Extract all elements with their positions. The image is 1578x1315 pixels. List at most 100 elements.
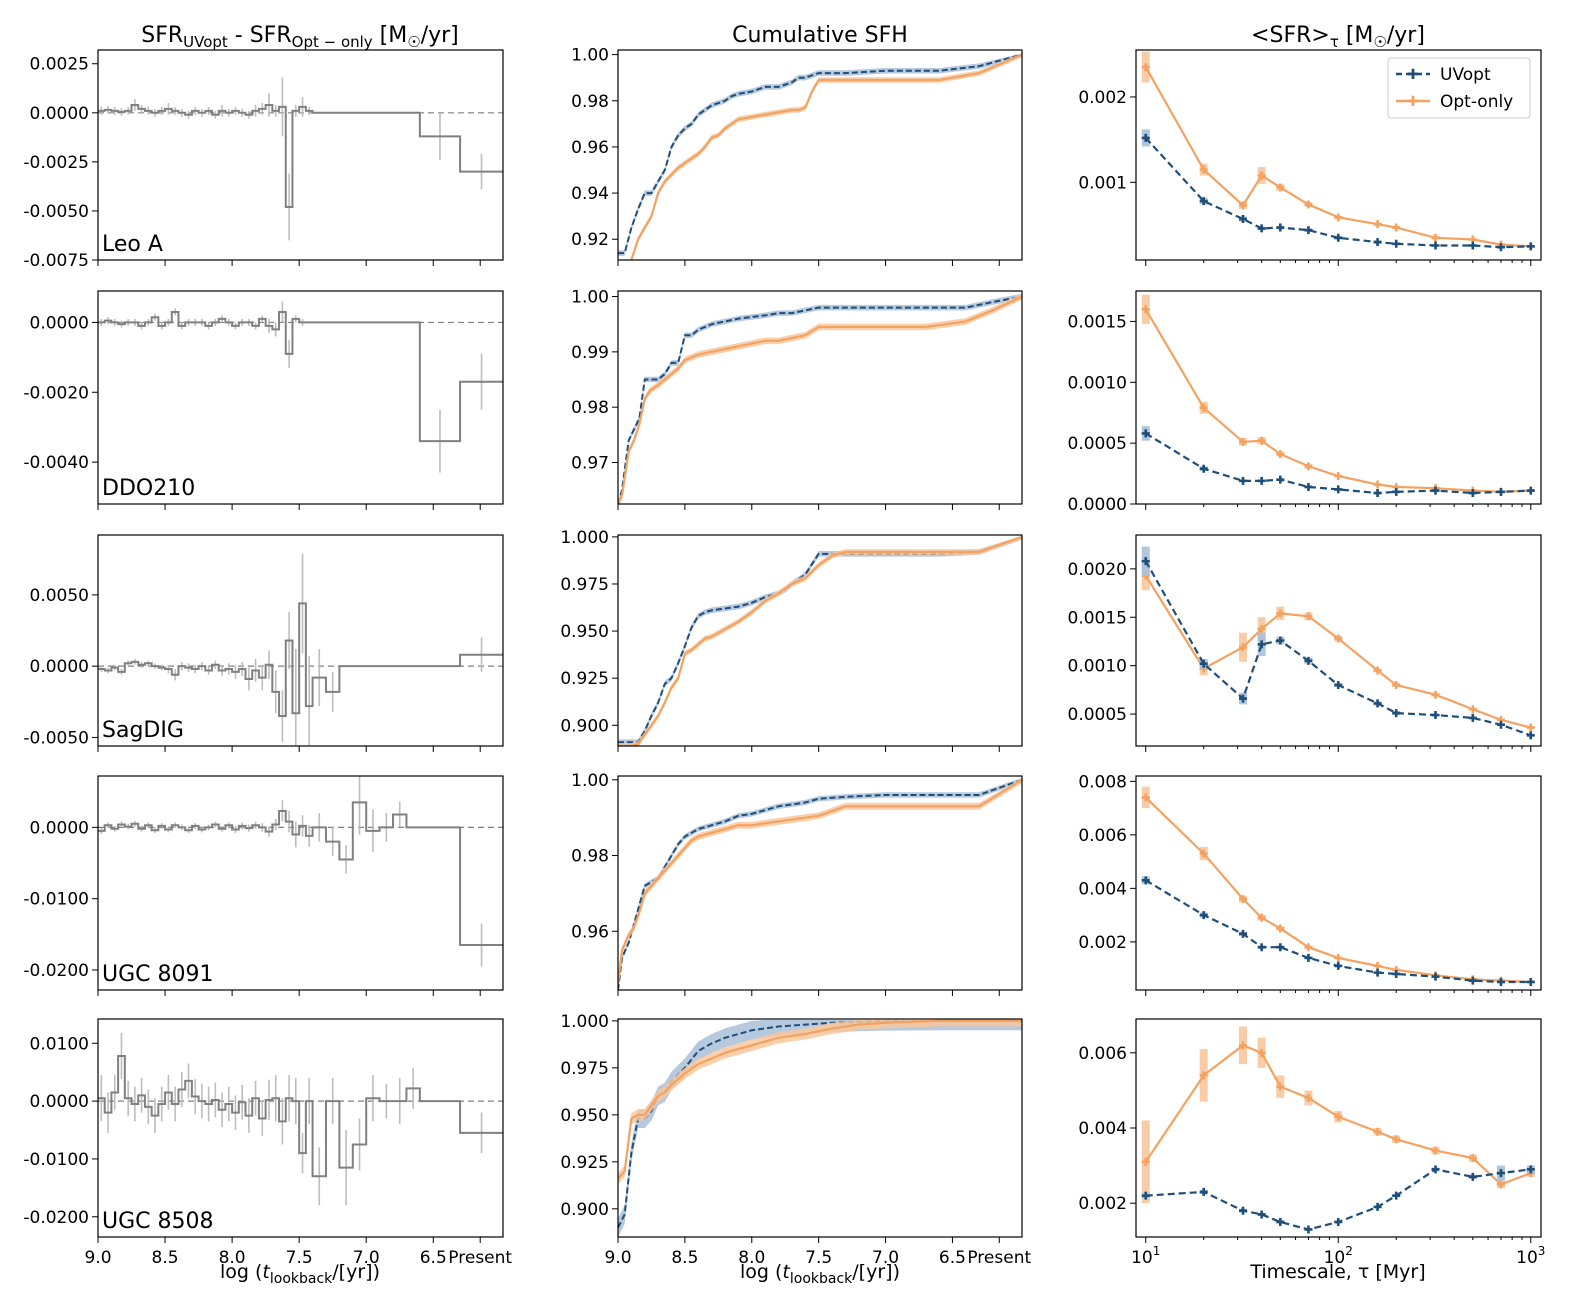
optonly-marker: [1334, 634, 1343, 643]
y-tick-label: 1.00: [571, 288, 609, 308]
uvopt-marker: [1257, 943, 1266, 952]
left-panel-ugc-8508: 0.0100 0.0000 -0.0100 -0.0200 9.0 8.5 8.0 7.5 7.…: [23, 1018, 512, 1268]
y-tick-label: 0.0000: [1068, 495, 1127, 515]
y-tick-label: 1.000: [560, 1012, 609, 1032]
plot-area: [98, 77, 503, 241]
uvopt-marker: [1392, 1191, 1401, 1200]
optonly-marker: [1199, 849, 1208, 858]
optonly-line: [630, 53, 1022, 260]
sfr-difference-step: [98, 1055, 503, 1178]
right-panel-sagdig: 0.0020 0.0015 0.0010 0.0005: [1068, 534, 1542, 752]
uvopt-marker: [1199, 659, 1208, 668]
x-tick-label: 6.5: [420, 1248, 447, 1268]
uvopt-marker: [1257, 224, 1266, 233]
optonly-marker: [1276, 450, 1285, 459]
axes-frame: [97, 534, 504, 747]
uvopt-line: [618, 1019, 1022, 1229]
x-tick-label: 7.5: [286, 1248, 313, 1268]
uvopt-marker: [1141, 133, 1150, 142]
optonly-marker: [1334, 1112, 1343, 1121]
uvopt-marker: [1257, 1210, 1266, 1219]
uvopt-marker: [1276, 223, 1285, 232]
uvopt-marker: [1392, 969, 1401, 978]
y-tick-label: 0.004: [1078, 879, 1127, 899]
y-tick-label: -0.0050: [23, 728, 89, 748]
uvopt-marker: [1526, 731, 1535, 740]
optonly-band: [618, 777, 1022, 988]
optonly-marker: [1141, 1157, 1150, 1166]
y-tick-label: 0.0010: [1068, 373, 1127, 393]
left-panel-ddo210: 0.0000 -0.0020 -0.0040 DDO210: [23, 290, 504, 510]
x-tick-label: Present: [967, 1248, 1031, 1268]
optonly-marker: [1199, 1071, 1208, 1080]
uvopt-marker: [1373, 968, 1382, 977]
optonly-line: [618, 295, 1022, 504]
y-tick-label: 0.0000: [30, 818, 89, 838]
uvopt-marker: [1468, 489, 1477, 498]
optonly-marker: [1392, 1135, 1401, 1144]
uvopt-marker: [1334, 485, 1343, 494]
uvopt-marker: [1199, 464, 1208, 473]
y-tick-label: -0.0050: [23, 202, 89, 222]
uvopt-marker: [1468, 713, 1477, 722]
legend-optonly-label: Opt-only: [1440, 92, 1513, 112]
uvopt-marker: [1238, 929, 1247, 938]
optonly-marker: [1238, 201, 1247, 210]
uvopt-marker: [1276, 943, 1285, 952]
plot-area: [1141, 294, 1535, 498]
y-tick-label: 0.0050: [30, 586, 89, 606]
optonly-marker: [1373, 666, 1382, 675]
axes-frame: [617, 775, 1023, 991]
legend: ✚ UVopt ✚ Opt-only: [1387, 57, 1531, 119]
y-tick-label: 0.008: [1078, 772, 1127, 792]
plot-area: [1141, 786, 1535, 986]
x-tick-label: 102: [1324, 1244, 1353, 1268]
y-tick-label: 0.0020: [1068, 560, 1127, 580]
left-panel-leo-a: 0.0025 0.0000 -0.0025 -0.0050 -0.0075 Leo A: [23, 49, 504, 271]
axes-frame: [97, 290, 504, 505]
uvopt-marker: [1468, 1172, 1477, 1181]
plot-area: [618, 777, 1022, 990]
uvopt-marker: [1238, 694, 1247, 703]
y-tick-label: 0.0000: [30, 657, 89, 677]
optonly-marker: [1276, 924, 1285, 933]
middle-column-title: Cumulative SFH: [732, 23, 908, 48]
plot-area: [98, 1032, 503, 1206]
optonly-marker: [1431, 690, 1440, 699]
optonly-line: [618, 535, 1022, 746]
uvopt-marker: [1141, 429, 1150, 438]
axes-frame: [1135, 534, 1542, 747]
uvopt-marker: [1334, 681, 1343, 690]
uvopt-marker: [1238, 1206, 1247, 1215]
uvopt-marker: [1496, 1169, 1505, 1178]
optonly-band: [618, 1019, 1022, 1185]
x-tick-label: 101: [1131, 1244, 1160, 1268]
optonly-marker: [1257, 436, 1266, 445]
optonly-line: [1144, 575, 1532, 729]
y-tick-label: 0.900: [560, 1200, 609, 1220]
optonly-marker: [1257, 1048, 1266, 1057]
galaxy-label: UGC 8091: [102, 962, 214, 987]
uvopt-marker: [1276, 1217, 1285, 1226]
optonly-marker: [1257, 624, 1266, 633]
uvopt-marker: [1238, 476, 1247, 485]
y-tick-label: 0.925: [560, 669, 609, 689]
uvopt-line: [618, 53, 1022, 255]
plot-area: [1141, 546, 1535, 740]
uvopt-marker: [1392, 239, 1401, 248]
uvopt-marker: [1334, 1217, 1343, 1226]
optonly-marker: [1468, 705, 1477, 714]
axes-frame: [97, 1018, 504, 1238]
y-tick-label: 1.00: [571, 771, 609, 791]
sfr-difference-step: [98, 801, 503, 947]
uvopt-marker: [1304, 1225, 1313, 1234]
y-tick-label: 0.97: [571, 454, 609, 474]
uvopt-marker: [1199, 911, 1208, 920]
y-tick-label: 0.001: [1078, 173, 1127, 193]
uvopt-marker: [1334, 961, 1343, 970]
uvopt-marker: [1373, 1202, 1382, 1211]
x-tick-label: 7.0: [872, 1248, 899, 1268]
optonly-marker: [1468, 1154, 1477, 1163]
uvopt-marker: [1141, 557, 1150, 566]
